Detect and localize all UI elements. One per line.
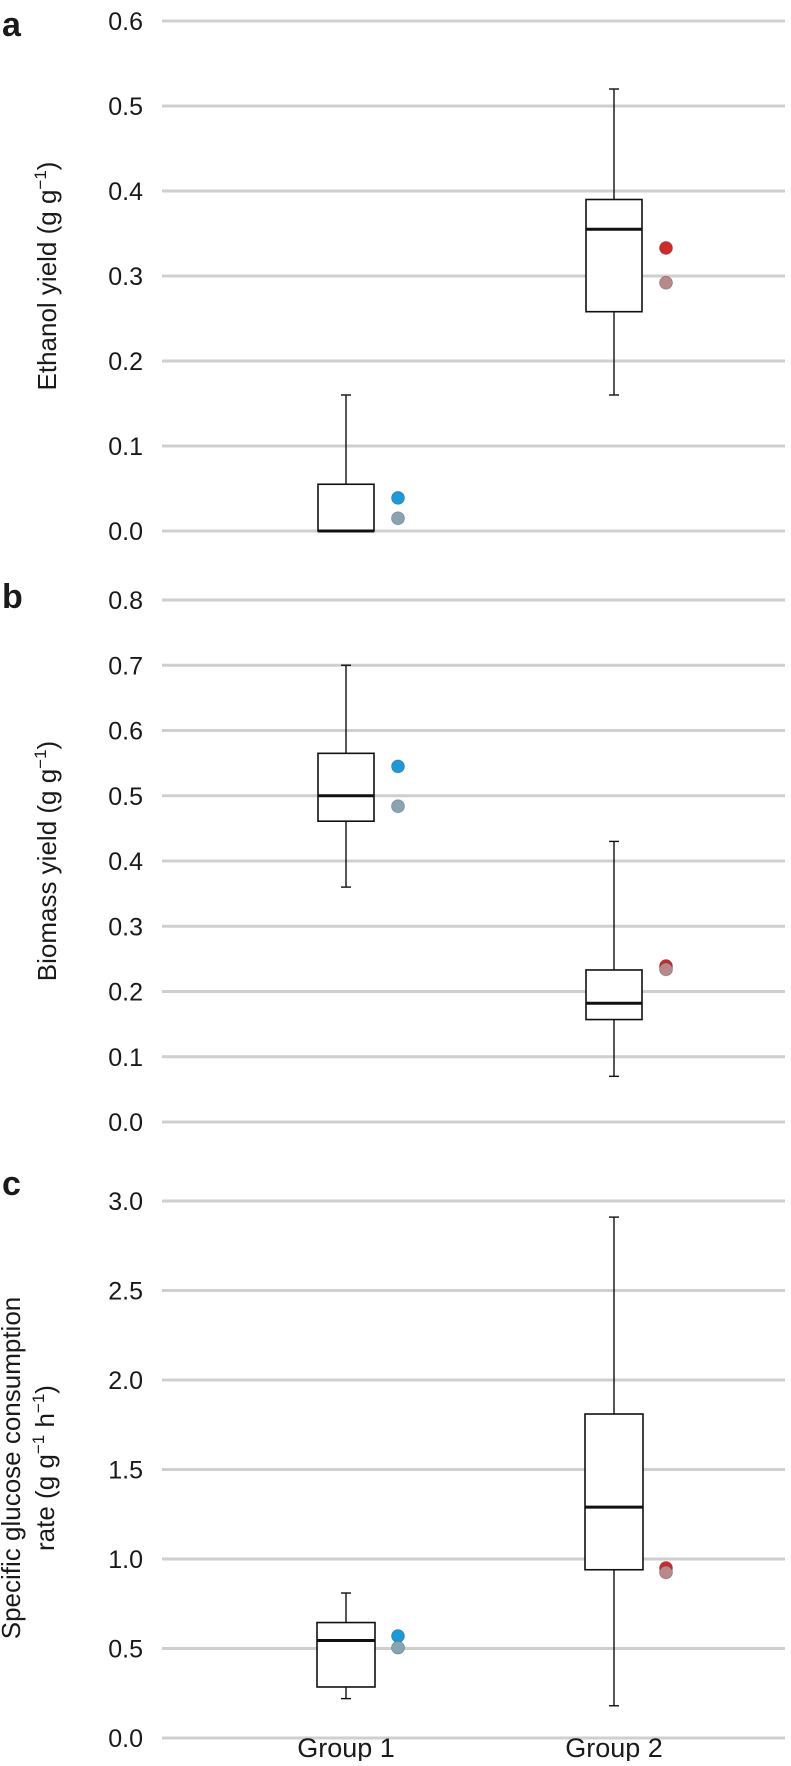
y-tick-label: 0.4 (108, 848, 143, 876)
y-tick-label: 0.3 (108, 913, 143, 941)
box-group-1 (317, 752, 375, 822)
y-tick-label: 0.2 (108, 348, 143, 376)
box-group-1 (316, 1621, 376, 1688)
y-tick-label: 0.4 (108, 178, 143, 206)
y-axis-title-sup: −1 (29, 1394, 48, 1413)
y-axis-title: Biomass yield (g g−1) (31, 741, 62, 981)
box-group-2 (585, 969, 643, 1021)
y-tick-label: 0.2 (108, 979, 143, 1007)
y-tick-label: 0.3 (108, 263, 143, 291)
y-axis-title-text: Ethanol yield (g g (32, 190, 62, 391)
box-group-2 (585, 198, 643, 313)
y-tick-label: 0.6 (108, 718, 143, 746)
data-point-group-1 (391, 511, 405, 526)
panel-b: b 0.0 0.1 0.2 0.3 0.4 0.5 0.6 0.7 0.8 Biomass yiel… (2, 578, 785, 1137)
x-category-label: Group 1 (297, 1733, 395, 1761)
y-tick-label: 0.1 (108, 433, 143, 461)
data-point-group-1 (391, 799, 405, 814)
y-axis-title-sup: −1 (29, 1435, 48, 1454)
y-axis-title: Specific glucose consumptionrate (g g−1 … (0, 1297, 60, 1640)
y-axis-title-text: Biomass yield (g g (32, 769, 62, 981)
x-category-label: Group 2 (565, 1733, 663, 1761)
data-point-group-1 (391, 759, 405, 774)
panel-letter-b: b (2, 578, 23, 616)
y-tick-label: 0.0 (108, 1109, 143, 1137)
y-tick-label: 1.0 (108, 1546, 143, 1574)
y-axis-title-sup: −1 (31, 170, 50, 189)
y-tick-label: 0.8 (108, 587, 143, 615)
y-tick-label: 0.7 (108, 652, 143, 680)
panel-letter-c: c (2, 1165, 21, 1203)
y-tick-label: 0.5 (108, 93, 143, 121)
panel-a: a 0.0 0.1 0.2 0.3 0.4 0.5 0.6 Ethanol yield (g g… (2, 6, 785, 546)
y-tick-label: 3.0 (108, 1188, 143, 1216)
y-tick-label: 0.6 (108, 8, 143, 36)
box-group-2 (584, 1413, 644, 1571)
y-tick-label: 0.5 (108, 783, 143, 811)
y-axis-title-close: ) (30, 1385, 60, 1394)
y-axis-title-line1: Specific glucose consumption (0, 1297, 26, 1640)
data-point-group-2 (659, 275, 673, 290)
y-axis-title-close: ) (32, 162, 62, 171)
y-tick-label: 0.5 (108, 1636, 143, 1664)
y-axis-title-unit: h (30, 1413, 60, 1435)
y-tick-label: 0.0 (108, 1725, 143, 1753)
box-group-1 (317, 483, 375, 532)
data-point-group-2 (659, 962, 673, 977)
data-point-group-1 (391, 490, 405, 505)
data-point-group-2 (659, 1565, 673, 1580)
data-point-group-2 (659, 241, 673, 255)
y-axis-title-sup: −1 (31, 749, 50, 768)
panel-letter-a: a (2, 6, 22, 44)
y-tick-label: 1.5 (108, 1457, 143, 1485)
y-axis-title-close: ) (32, 741, 62, 750)
y-tick-label: 0.1 (108, 1044, 143, 1072)
data-point-group-1 (391, 1640, 405, 1655)
panel-c: c 0.0 0.5 1.0 1.5 2.0 2.5 3.0 Specific glucose c… (0, 1165, 785, 1763)
y-tick-label: 2.5 (108, 1278, 143, 1306)
y-axis-title: Ethanol yield (g g−1) (31, 162, 62, 391)
y-axis-title-line2: rate (g g (30, 1454, 60, 1551)
y-tick-label: 2.0 (108, 1367, 143, 1395)
data-point-group-1 (391, 1629, 405, 1643)
y-tick-label: 0.0 (108, 518, 143, 546)
